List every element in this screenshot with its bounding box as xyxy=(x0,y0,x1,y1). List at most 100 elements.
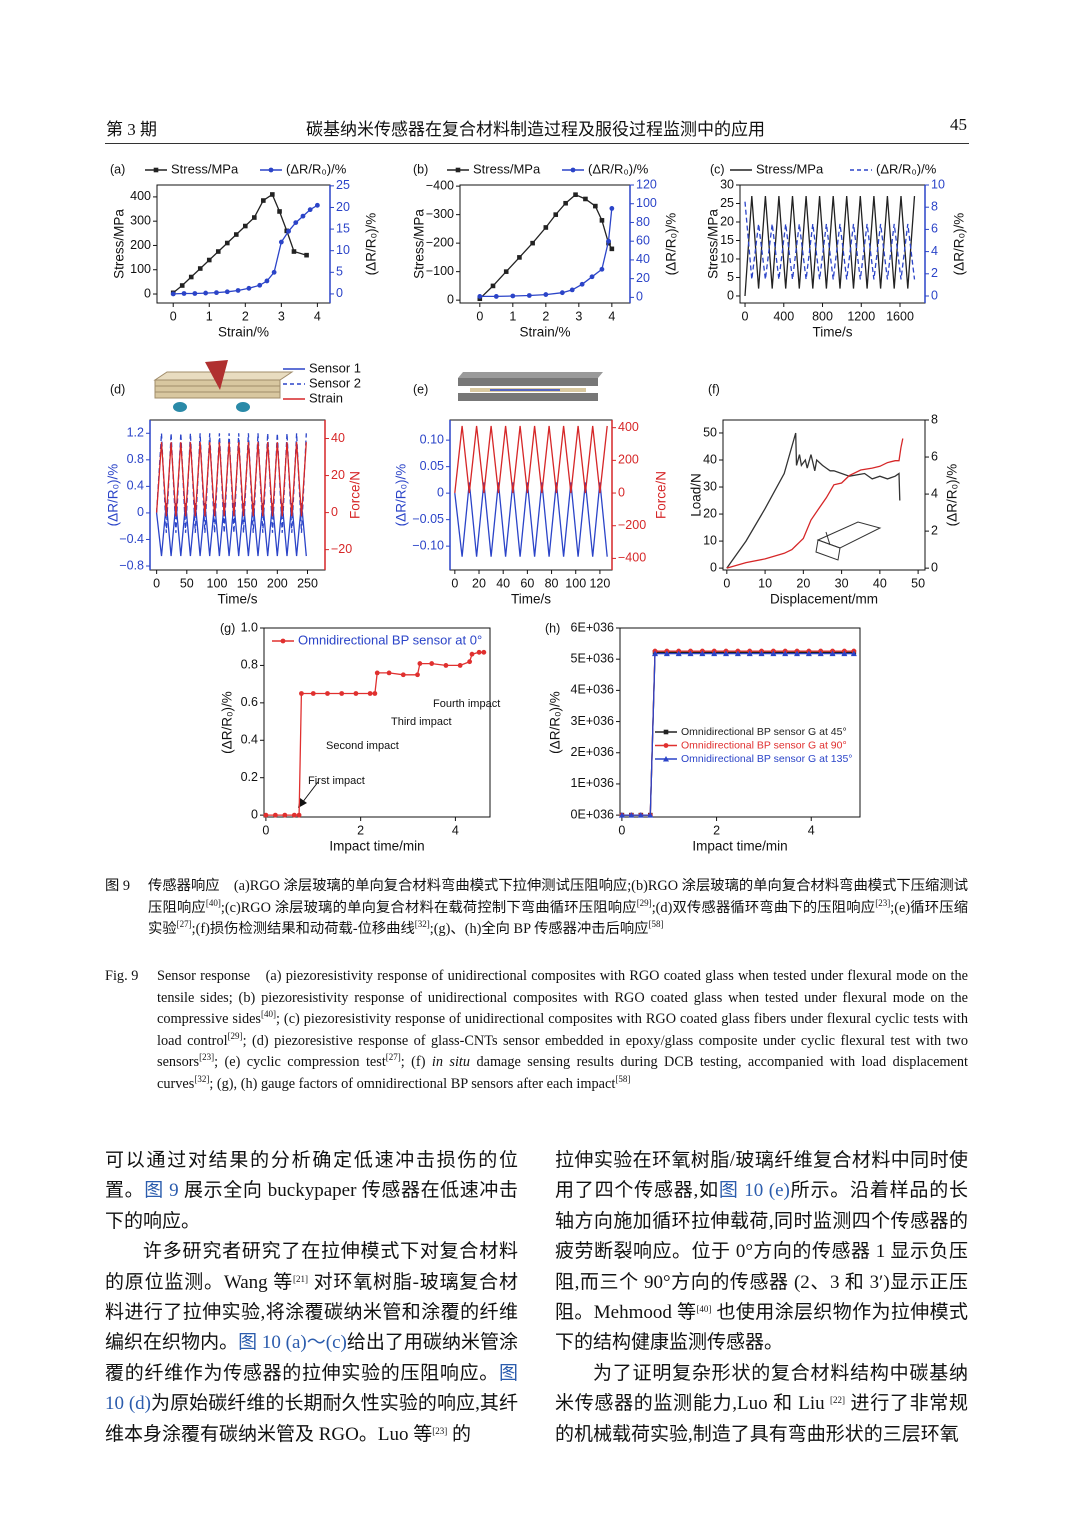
marker xyxy=(243,223,248,229)
text-run: 给出了用碳纳米管涂覆的纤维作为传感器的拉伸实验的压阻响应。 xyxy=(105,1332,518,1384)
y-axis-label: (ΔR/R₀)/% xyxy=(548,691,563,754)
x-tick-label: 100 xyxy=(565,576,586,590)
marker xyxy=(758,650,765,657)
marker xyxy=(476,649,482,655)
y2-tick-label: −20 xyxy=(331,542,352,556)
cross-reference: 图 10 (a)～(c) xyxy=(238,1332,347,1354)
y-tick-label: 0 xyxy=(727,288,734,302)
reference: [40] xyxy=(261,1009,277,1019)
legend-label: (ΔR/R₀)/% xyxy=(286,161,347,176)
y-tick-label: 6E+036 xyxy=(571,620,614,634)
x-tick-label: 4 xyxy=(314,309,321,323)
marker xyxy=(224,289,230,295)
marker xyxy=(443,663,449,668)
marker xyxy=(628,812,635,818)
x-tick-label: 0 xyxy=(618,823,625,837)
legend-label: (ΔR/R₀)/% xyxy=(876,161,937,176)
marker xyxy=(293,220,299,226)
marker xyxy=(296,812,302,818)
marker xyxy=(304,252,309,258)
y-tick-label: 30 xyxy=(720,177,734,191)
series-line xyxy=(454,425,608,494)
x-tick-label: 150 xyxy=(237,576,258,590)
marker xyxy=(543,225,549,230)
marker xyxy=(257,282,263,288)
marker xyxy=(264,278,270,284)
x-tick-label: 40 xyxy=(873,576,887,590)
marker xyxy=(663,743,669,748)
y2-tick-label: 0 xyxy=(636,290,643,304)
y-tick-label: −0.8 xyxy=(119,558,144,572)
y2-axis-label: (ΔR/R₀)/% xyxy=(945,464,960,527)
legend-label: Stress/MPa xyxy=(756,161,824,176)
marker xyxy=(579,281,585,287)
y-tick-label: 50 xyxy=(703,425,717,439)
marker xyxy=(675,650,682,657)
legend-label: Stress/MPa xyxy=(473,161,541,176)
body-left: 可以通过对结果的分析确定低速冲击损伤的位置。图 9 展示全向 buckypape… xyxy=(105,1146,518,1450)
marker xyxy=(593,203,598,209)
series-line xyxy=(744,196,916,297)
y-tick-label: 4E+036 xyxy=(571,683,614,697)
text-run: ; (d) piezoresistive response of glass-C… xyxy=(157,1032,968,1071)
y-axis-label: Stress/MPa xyxy=(112,209,127,279)
y-tick-label: 5 xyxy=(727,270,734,284)
marker xyxy=(291,249,297,254)
x-axis-label: Impact time/min xyxy=(329,839,424,854)
inset-d xyxy=(153,360,294,412)
marker xyxy=(503,269,509,274)
y-tick-label: 100 xyxy=(130,262,151,276)
x-tick-label: 20 xyxy=(472,576,486,590)
y2-tick-label: 200 xyxy=(618,453,639,467)
marker xyxy=(206,257,212,263)
marker xyxy=(609,206,615,211)
series-line xyxy=(621,652,854,816)
marker xyxy=(235,288,241,293)
paragraph: 可以通过对结果的分析确定低速冲击损伤的位置。图 9 展示全向 buckypape… xyxy=(105,1146,518,1237)
y-tick-label: 5E+036 xyxy=(571,651,614,665)
y-tick-label: 1.2 xyxy=(127,426,144,440)
marker xyxy=(457,663,463,668)
text-run: ; (e) cyclic compression test xyxy=(214,1054,386,1070)
x-tick-label: 80 xyxy=(545,576,559,590)
x-tick-label: 2 xyxy=(357,823,364,837)
marker xyxy=(805,650,812,657)
text-run: ; (c) piezoresistivity response of unidi… xyxy=(157,1011,968,1049)
marker xyxy=(490,283,496,289)
x-tick-label: 2 xyxy=(542,309,549,323)
y-tick-label: 15 xyxy=(720,233,734,247)
y-tick-label: 25 xyxy=(720,196,734,210)
y-axis-label: (ΔR/R₀)/% xyxy=(394,464,409,527)
y-tick-label: 0 xyxy=(437,485,444,499)
y2-axis-label: (ΔR/R₀)/% xyxy=(364,213,379,276)
marker xyxy=(606,238,611,244)
x-tick-label: 400 xyxy=(773,309,794,323)
legend-label: Omnidirectional BP sensor G at 135° xyxy=(681,753,853,765)
y-tick-label: 20 xyxy=(720,214,734,228)
marker xyxy=(215,249,221,254)
x-tick-label: 1600 xyxy=(886,309,914,323)
series-line xyxy=(155,442,307,517)
series-line xyxy=(744,201,916,280)
y-tick-label: 0 xyxy=(710,560,717,574)
annotation: First impact xyxy=(308,775,365,787)
marker xyxy=(517,255,522,260)
marker xyxy=(246,285,252,291)
marker xyxy=(663,756,669,762)
y2-tick-label: 6 xyxy=(931,449,938,463)
marker xyxy=(386,670,392,676)
x-tick-label: 0 xyxy=(723,576,730,590)
text-run: ;(f)损伤检测结果和动荷载-位移曲线 xyxy=(191,921,415,937)
x-tick-label: 3 xyxy=(575,309,582,323)
y2-tick-label: 400 xyxy=(618,420,639,434)
x-tick-label: 40 xyxy=(496,576,510,590)
y-axis-label: (ΔR/R₀)/% xyxy=(106,464,121,527)
y2-tick-label: 10 xyxy=(931,177,945,191)
marker xyxy=(794,650,801,657)
marker xyxy=(467,659,473,665)
y2-tick-label: 15 xyxy=(336,221,350,235)
y2-tick-label: 120 xyxy=(636,177,657,191)
y-axis-label: Load/N xyxy=(689,473,704,517)
x-tick-label: 250 xyxy=(297,576,318,590)
reference: [40] xyxy=(205,897,221,908)
